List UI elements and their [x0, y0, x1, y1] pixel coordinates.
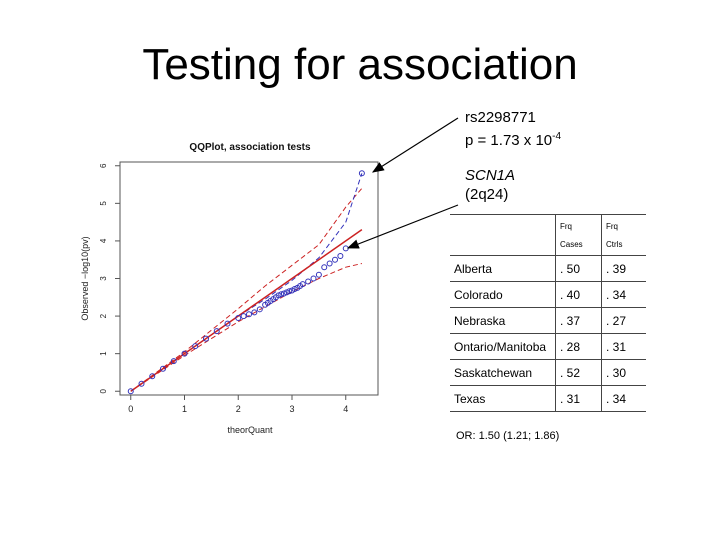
table-row: Nebraska . 37 . 27 [450, 307, 646, 334]
expected-curve-line [238, 173, 363, 317]
table-cell-cases: . 40 [555, 281, 602, 308]
data-point [291, 286, 298, 293]
gene-locus: (2q24) [465, 186, 509, 203]
data-point [213, 328, 220, 335]
x-tick-label: 0 [128, 404, 133, 414]
table-cell-site: Nebraska [450, 307, 556, 334]
data-point [235, 314, 242, 321]
data-point [321, 264, 328, 271]
table-cell-ctrls: . 31 [601, 333, 646, 360]
x-axis-label: theorQuant [227, 425, 273, 435]
table-cell-site: Alberta [450, 255, 556, 282]
y-axis-label: Observed −log10(pv) [80, 236, 90, 320]
data-point [246, 311, 252, 318]
pvalue-exponent: -4 [552, 131, 562, 142]
expected-diagonal-line [130, 228, 363, 392]
y-tick-label: 2 [99, 313, 108, 318]
table-cell-site: Ontario/Manitoba [450, 333, 556, 360]
data-point [192, 343, 199, 350]
data-point [138, 380, 145, 387]
data-point [280, 290, 287, 297]
table-cell-cases: . 37 [555, 307, 602, 334]
table-row: Colorado . 40 . 34 [450, 281, 646, 308]
snp-arrow [371, 117, 459, 173]
table-cell-cases: . 50 [555, 255, 602, 282]
data-point [275, 292, 282, 299]
odds-ratio: OR: 1.50 (1.21; 1.86) [456, 430, 560, 442]
data-point [127, 388, 134, 395]
data-point [278, 291, 285, 298]
data-point [337, 252, 344, 259]
table-header-cell [450, 214, 556, 256]
data-point [283, 289, 290, 296]
data-point [251, 309, 258, 316]
slide-title: Testing for association [142, 40, 578, 89]
y-tick-label: 4 [99, 238, 108, 243]
table-header-cell: Frq Cases [555, 214, 602, 256]
y-tick-label: 0 [99, 388, 108, 393]
table-row: Ontario/Manitoba . 28 . 31 [450, 333, 646, 360]
table-cell-ctrls: . 34 [601, 385, 646, 412]
data-point [256, 306, 263, 313]
y-tick-label: 6 [99, 163, 108, 168]
header-cases-label: Frq Cases [560, 221, 583, 249]
frequency-table: Frq Cases Frq Ctrls Alberta . 50 . 39 Colo… [450, 214, 646, 412]
gene-arrow [346, 204, 459, 249]
gene-name: SCN1A [465, 167, 516, 184]
x-tick-label: 3 [289, 404, 294, 414]
table-cell-cases: . 31 [555, 385, 602, 412]
table-cell-cases: . 52 [555, 359, 602, 386]
chart-title: QQPlot, association tests [189, 142, 311, 153]
data-point [305, 278, 312, 285]
y-tick-label: 1 [99, 351, 108, 356]
data-point [149, 373, 156, 380]
data-point [170, 358, 177, 365]
data-point [286, 288, 293, 295]
data-point [203, 335, 209, 342]
table-header-row: Frq Cases Frq Ctrls [450, 214, 646, 256]
x-tick-label: 4 [343, 404, 348, 414]
snp-annotation: rs2298771 p = 1.73 x 10-4 [465, 108, 561, 150]
data-point [342, 245, 349, 252]
data-point [224, 320, 231, 327]
header-ctrls-label: Frq Ctrls [606, 221, 623, 249]
table-cell-ctrls: . 30 [601, 359, 646, 386]
table-cell-cases: . 28 [555, 333, 602, 360]
table-header-cell: Frq Ctrls [601, 214, 646, 256]
table-row: Alberta . 50 . 39 [450, 255, 646, 282]
data-point [181, 350, 188, 357]
table-cell-ctrls: . 34 [601, 281, 646, 308]
data-point [240, 313, 247, 320]
x-tick-label: 1 [182, 404, 187, 414]
pvalue-base: p = 1.73 x 10 [465, 132, 553, 149]
table-cell-ctrls: . 27 [601, 307, 646, 334]
snp-pvalue: p = 1.73 x 10-4 [465, 127, 561, 150]
y-tick-label: 5 [99, 201, 108, 206]
plot-frame [119, 161, 379, 396]
lower-bound-line [130, 263, 363, 392]
table-row: Saskatchewan . 52 . 30 [450, 359, 646, 386]
data-point [315, 271, 322, 278]
data-point [358, 170, 365, 177]
x-tick-label: 2 [236, 404, 241, 414]
snp-id: rs2298771 [465, 109, 536, 126]
y-tick-label: 3 [99, 276, 108, 281]
table-row: Texas . 31 . 34 [450, 385, 646, 412]
table-cell-site: Texas [450, 385, 556, 412]
gene-annotation: SCN1A (2q24) [465, 166, 515, 204]
data-point [326, 260, 333, 267]
upper-bound-line [130, 187, 363, 392]
table-cell-ctrls: . 39 [601, 255, 646, 282]
table-cell-site: Saskatchewan [450, 359, 556, 386]
data-point [160, 365, 166, 372]
data-point [332, 256, 338, 263]
table-cell-site: Colorado [450, 281, 556, 308]
data-point [299, 281, 306, 288]
data-point [310, 275, 317, 282]
